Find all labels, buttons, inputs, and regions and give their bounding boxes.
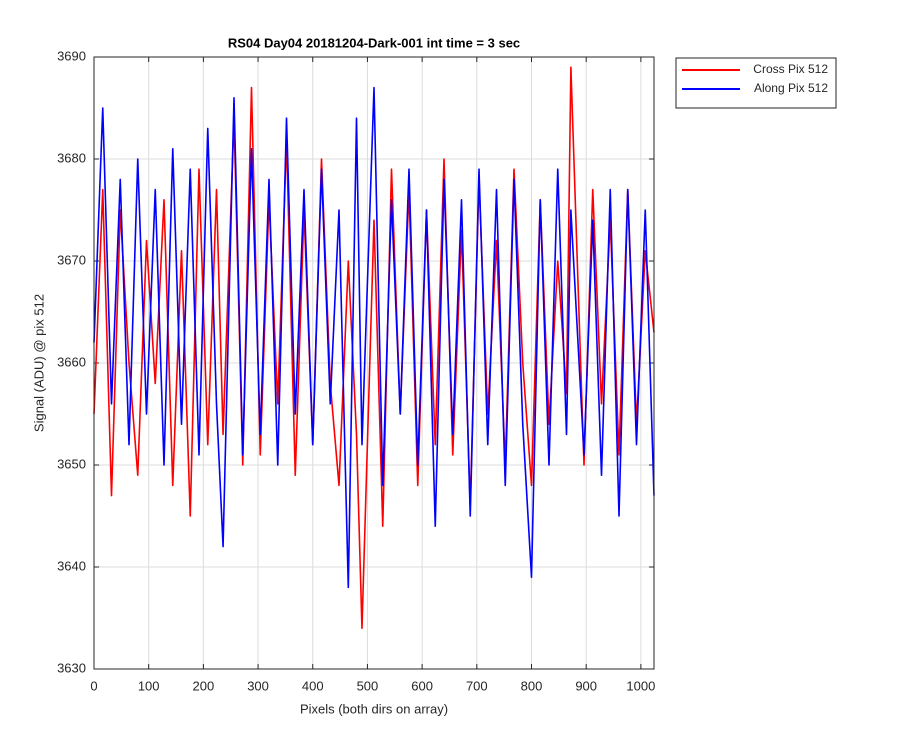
data-line: [93, 66, 655, 629]
legend-label: Cross Pix 512: [753, 62, 828, 76]
legend: Cross Pix 512 Along Pix 512: [675, 57, 837, 109]
y-tick-label: 3640: [57, 558, 86, 573]
y-axis-label: Signal (ADU) @ pix 512: [31, 294, 46, 432]
legend-label: Along Pix 512: [754, 81, 828, 95]
x-tick-label: 900: [575, 678, 597, 693]
y-tick-label: 3680: [57, 150, 86, 165]
x-tick-label: 1000: [626, 678, 655, 693]
y-tick-label: 3650: [57, 456, 86, 471]
y-tick-label: 3660: [57, 354, 86, 369]
axes-box: [93, 56, 655, 670]
y-tick-label: 3630: [57, 660, 86, 675]
data-line: [93, 86, 655, 589]
legend-box: [675, 57, 837, 109]
x-tick-label: 300: [247, 678, 269, 693]
x-tick-label: 0: [90, 678, 97, 693]
x-tick-label: 800: [521, 678, 543, 693]
x-tick-label: 100: [138, 678, 160, 693]
x-tick-label: 500: [357, 678, 379, 693]
y-tick-label: 3690: [57, 48, 86, 63]
y-tick-label: 3670: [57, 252, 86, 267]
x-tick-label: 600: [411, 678, 433, 693]
x-tick-label: 200: [193, 678, 215, 693]
x-tick-label: 700: [466, 678, 488, 693]
x-tick-label: 400: [302, 678, 324, 693]
chart-title: RS04 Day04 20181204-Dark-001 int time = …: [228, 35, 520, 50]
x-axis-label: Pixels (both dirs on array): [300, 701, 448, 716]
